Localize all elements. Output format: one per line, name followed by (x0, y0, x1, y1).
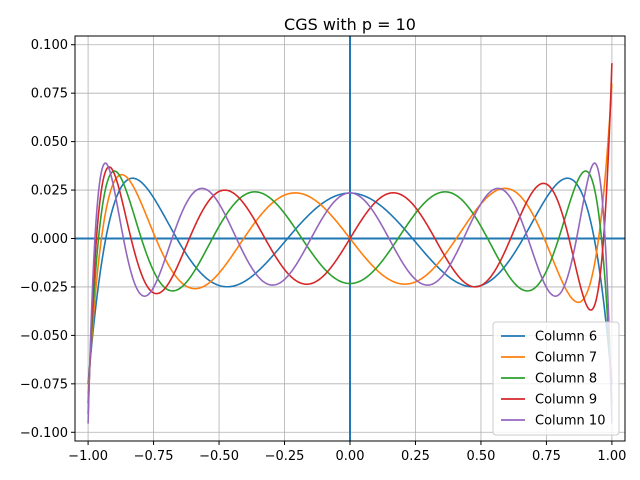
y-tick-label-1: −0.075 (20, 377, 68, 392)
series-line-3 (87, 170, 613, 404)
y-tick-label-3: −0.025 (20, 280, 68, 295)
series-lines (87, 63, 613, 424)
x-tick-label-2: −0.50 (199, 449, 239, 464)
legend-box (492, 321, 620, 436)
legend-label-2: Column 7 (535, 351, 597, 366)
y-tick-label-4: 0.000 (31, 232, 68, 247)
series-line-5 (87, 162, 613, 424)
y-tick-label-5: 0.025 (31, 184, 68, 199)
y-tick-label-6: 0.050 (31, 135, 68, 150)
y-tick-label-7: 0.075 (31, 87, 68, 102)
axis-ticks: −1.00 −0.75 −0.50 −0.25 0.00 0.25 0.50 0.75 1.00… (20, 38, 626, 464)
y-tick-label-8: 0.100 (31, 38, 68, 53)
x-tick-label-4: 0.00 (336, 449, 365, 464)
y-tick-label-0: −0.100 (20, 426, 68, 441)
series-line-4 (87, 63, 613, 414)
x-tick-label-3: −0.25 (265, 449, 305, 464)
legend-label-4: Column 9 (535, 393, 597, 408)
x-tick-label-0: −1.00 (68, 449, 108, 464)
x-tick-label-6: 0.50 (466, 449, 495, 464)
x-tick-label-8: 1.00 (597, 449, 626, 464)
x-tick-label-5: 0.25 (401, 449, 430, 464)
chart-title: CGS with p = 10 (284, 15, 416, 34)
y-tick-label-2: −0.050 (20, 329, 68, 344)
x-tick-label-1: −0.75 (134, 449, 174, 464)
legend-label-5: Column 10 (535, 414, 605, 429)
legend: Column 6 Column 7 Column 8 Column 9 Column 1… (492, 321, 620, 436)
legend-label-3: Column 8 (535, 372, 597, 387)
x-tick-label-7: 0.75 (532, 449, 561, 464)
legend-label-1: Column 6 (535, 330, 597, 345)
